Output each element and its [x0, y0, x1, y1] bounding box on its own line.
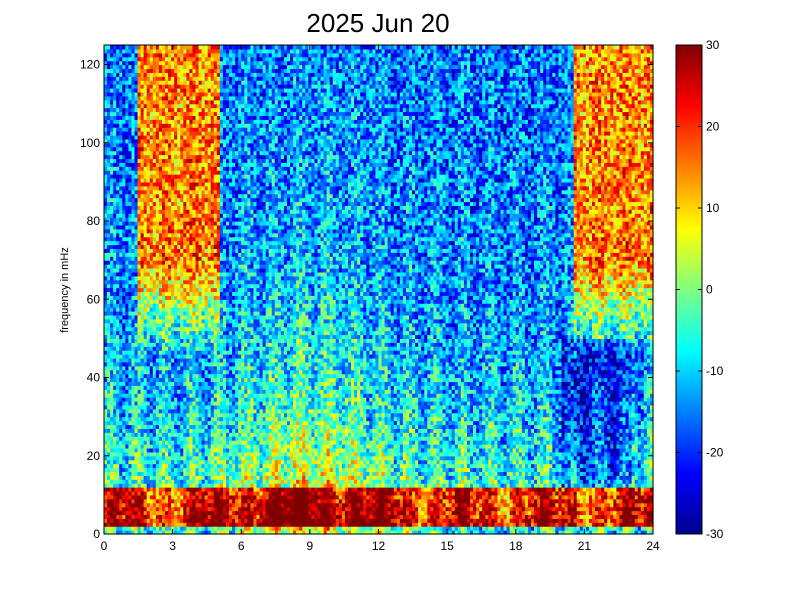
- spectrogram-heatmap: [104, 45, 654, 535]
- chart-title: 2025 Jun 20: [306, 8, 449, 38]
